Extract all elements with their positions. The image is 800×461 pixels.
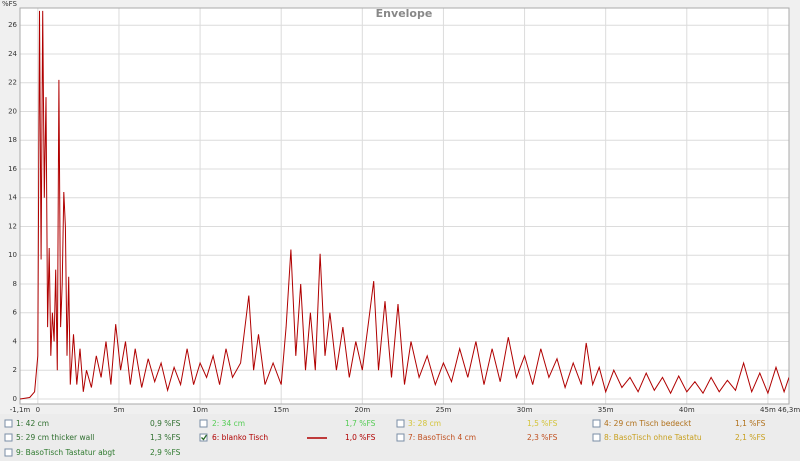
checkbox[interactable]	[4, 419, 13, 428]
y-tick-label: 14	[8, 194, 17, 202]
x-tick-label: 25m	[436, 406, 452, 414]
x-tick-label: 45m	[760, 406, 776, 414]
y-axis-label: %FS	[2, 0, 18, 8]
legend-reading: 0,9 %FS	[150, 419, 181, 428]
x-tick-label: 35m	[598, 406, 614, 414]
checkbox[interactable]	[4, 433, 13, 442]
legend-name: 4: 29 cm Tisch bedeckt	[604, 419, 691, 428]
checkbox[interactable]	[199, 419, 208, 428]
legend-reading: 2,3 %FS	[527, 433, 558, 442]
x-tick-label: 40m	[679, 406, 695, 414]
y-tick-label: 6	[13, 309, 18, 317]
x-tick-label: 10m	[192, 406, 208, 414]
legend-reading: 1,0 %FS	[345, 433, 376, 442]
y-tick-label: 8	[13, 280, 17, 288]
legend-name: 3: 28 cm	[408, 419, 441, 428]
x-tick-label: 46,3m	[778, 406, 800, 414]
legend-name: 8: BasoTisch ohne Tastatu	[604, 433, 702, 442]
checkbox[interactable]	[592, 433, 601, 442]
y-tick-label: 20	[8, 107, 17, 115]
y-tick-label: 0	[13, 395, 17, 403]
x-tick-label: 20m	[354, 406, 370, 414]
legend-name: 6: blanko Tisch	[212, 433, 268, 442]
x-tick-label: 0	[36, 406, 40, 414]
y-tick-label: 4	[13, 337, 18, 345]
y-tick-label: 22	[8, 79, 17, 87]
legend-name: 9: BasoTisch Tastatur abgt	[16, 448, 115, 457]
envelope-line	[20, 10, 789, 400]
x-tick-label: 30m	[517, 406, 533, 414]
x-tick-label: 15m	[273, 406, 289, 414]
y-tick-label: 26	[8, 21, 17, 29]
y-tick-label: 10	[8, 251, 17, 259]
legend-name: 5: 29 cm thicker wall	[16, 433, 94, 442]
y-tick-label: 16	[8, 165, 17, 173]
checkbox[interactable]	[396, 419, 405, 428]
legend-reading: 2,1 %FS	[735, 433, 766, 442]
checkbox[interactable]	[396, 433, 405, 442]
y-tick-label: 24	[8, 50, 17, 58]
x-tick-label: 5m	[113, 406, 124, 414]
legend-reading: 1,5 %FS	[527, 419, 558, 428]
legend-reading: 2,9 %FS	[150, 448, 181, 457]
y-tick-label: 2	[13, 366, 17, 374]
legend-reading: 1,1 %FS	[735, 419, 766, 428]
y-tick-label: 12	[8, 222, 17, 230]
checkmark	[201, 434, 208, 441]
legend-name: 2: 34 cm	[212, 419, 245, 428]
legend-name: 7: BasoTisch 4 cm	[408, 433, 476, 442]
x-tick-label: -1,1m	[10, 406, 31, 414]
checkbox[interactable]	[199, 433, 208, 442]
plot-border	[19, 7, 790, 405]
checkbox[interactable]	[4, 448, 13, 457]
checkbox[interactable]	[592, 419, 601, 428]
y-tick-label: 18	[8, 136, 17, 144]
plot-area	[20, 8, 789, 404]
legend-reading: 1,7 %FS	[345, 419, 376, 428]
chart-title: Envelope	[376, 7, 433, 20]
legend-reading: 1,3 %FS	[150, 433, 181, 442]
legend-name: 1: 42 cm	[16, 419, 49, 428]
